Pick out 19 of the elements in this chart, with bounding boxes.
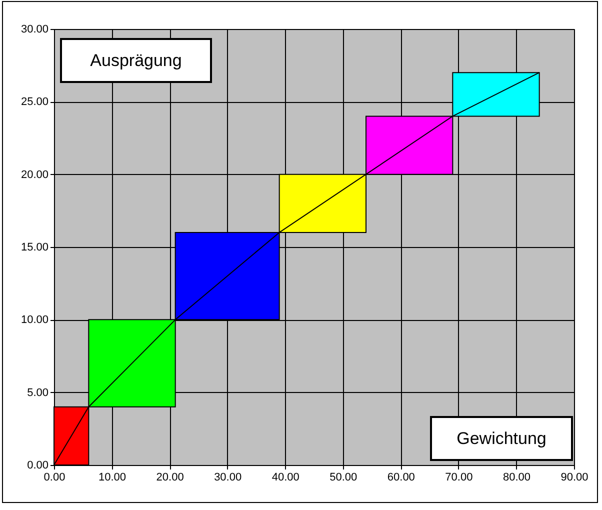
x-tick-label: 0.00 [44, 472, 66, 484]
text-box: Ausprägung [60, 38, 212, 83]
y-tick-label: 25.00 [20, 96, 48, 108]
x-tick-label: 10.00 [98, 472, 126, 484]
x-tick-label: 80.00 [502, 472, 530, 484]
text-box: Gewichtung [430, 416, 573, 461]
x-tick-label: 40.00 [272, 472, 300, 484]
y-tick-label: 20.00 [20, 168, 48, 181]
y-tick-label: 0.00 [27, 460, 48, 472]
x-tick-label: 90.00 [560, 472, 588, 484]
x-tick-label: 60.00 [387, 472, 415, 484]
x-tick-label: 20.00 [156, 472, 184, 484]
x-tick-label: 50.00 [330, 472, 358, 484]
y-tick-label: 5.00 [27, 386, 48, 399]
y-tick-label: 10.00 [20, 314, 48, 326]
x-tick-label: 30.00 [214, 472, 242, 484]
y-tick-label: 15.00 [20, 242, 48, 254]
y-tick-label: 30.00 [20, 24, 48, 36]
x-tick-label: 70.00 [445, 472, 473, 484]
